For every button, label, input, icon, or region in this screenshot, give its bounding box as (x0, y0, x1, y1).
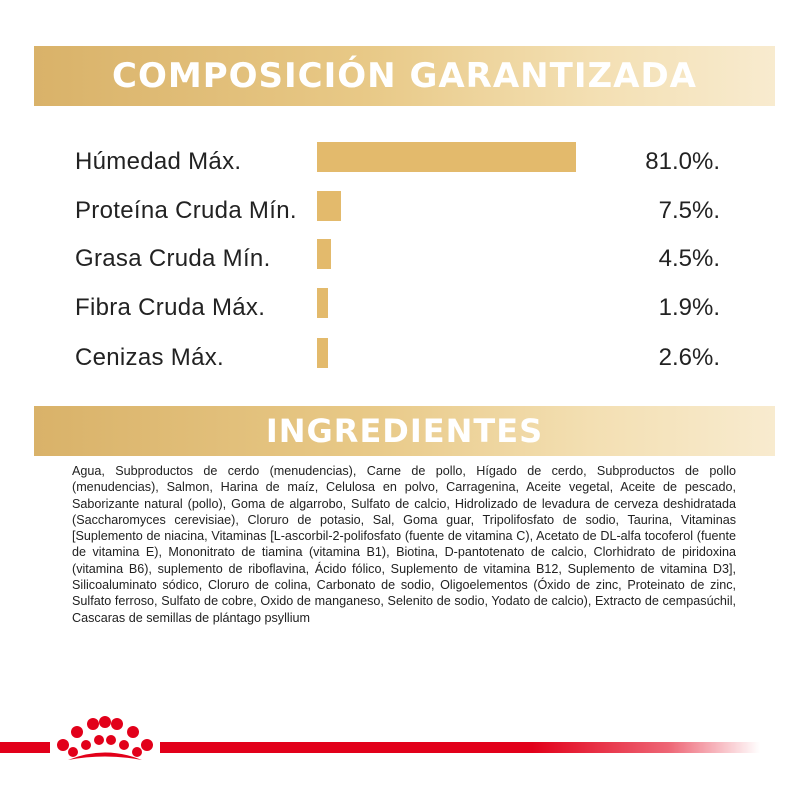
composition-title: COMPOSICIÓN GARANTIZADA (112, 56, 697, 96)
composition-row-ash: Cenizas Máx. 2.6%. (0, 338, 800, 378)
composition-label: Húmedad Máx. (75, 148, 242, 175)
royal-canin-crown-icon (50, 705, 160, 770)
composition-row-fat: Grasa Cruda Mín. 4.5%. (0, 239, 800, 279)
composition-row-moisture: Húmedad Máx. 81.0%. (0, 142, 800, 182)
ingredients-banner: INGREDIENTES (34, 406, 775, 456)
ingredients-text: Agua, Subproductos de cerdo (menudencias… (72, 464, 736, 625)
composition-label: Grasa Cruda Mín. (75, 245, 271, 272)
footer-red-line (0, 742, 760, 753)
composition-value: 7.5%. (658, 197, 720, 224)
composition-label: Fibra Cruda Máx. (75, 294, 266, 321)
composition-bar (317, 338, 328, 368)
composition-label: Cenizas Máx. (75, 344, 224, 371)
composition-label: Proteína Cruda Mín. (75, 197, 297, 224)
composition-value: 1.9%. (658, 294, 720, 321)
composition-bar (317, 288, 328, 318)
composition-row-protein: Proteína Cruda Mín. 7.5%. (0, 191, 800, 231)
composition-value: 4.5%. (658, 245, 720, 272)
composition-value: 81.0%. (645, 148, 720, 175)
composition-bar (317, 191, 341, 221)
composition-bar (317, 239, 332, 269)
composition-value: 2.6%. (658, 344, 720, 371)
composition-row-fiber: Fibra Cruda Máx. 1.9%. (0, 288, 800, 328)
ingredients-title: INGREDIENTES (265, 412, 544, 450)
composition-bar (317, 142, 577, 172)
composition-banner: COMPOSICIÓN GARANTIZADA (34, 46, 775, 106)
